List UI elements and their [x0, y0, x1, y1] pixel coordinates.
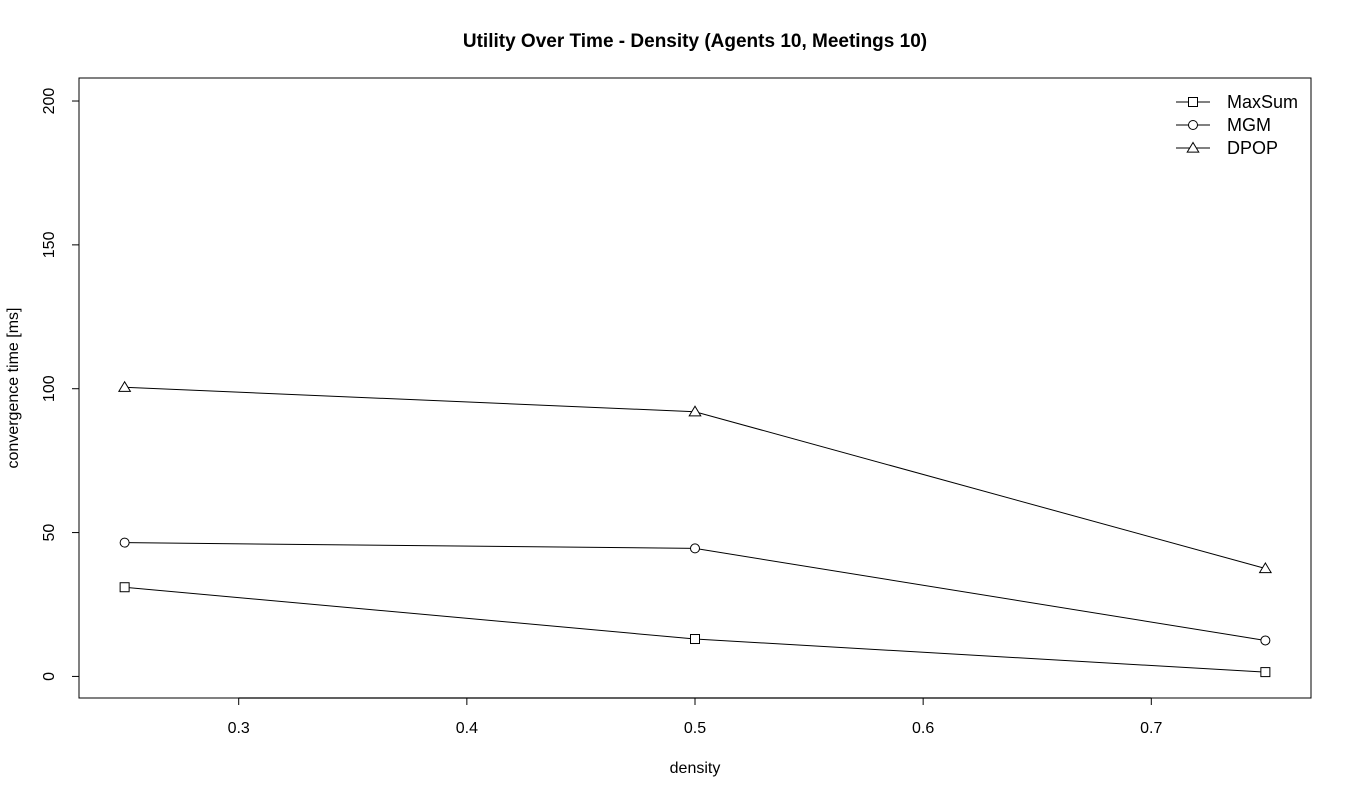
data-point-dpop [688, 405, 702, 417]
y-tick-label: 150 [41, 231, 58, 258]
legend: MaxSum MGM DPOP [1176, 92, 1298, 158]
data-point-maxsum [1260, 667, 1271, 678]
legend-marker-mgm [1188, 120, 1198, 130]
series-layer [117, 380, 1273, 678]
x-axis-label: density [670, 760, 721, 777]
data-point-maxsum [119, 582, 130, 593]
plot-frame [78, 77, 1312, 699]
x-tick-label: 0.3 [228, 720, 250, 737]
legend-marker-maxsum [1188, 97, 1198, 107]
legend-item-mgm: MGM [1176, 115, 1271, 135]
legend-label-mgm: MGM [1227, 115, 1271, 135]
x-tick-label: 0.4 [456, 720, 478, 737]
legend-item-maxsum: MaxSum [1176, 92, 1298, 112]
series-mgm [119, 537, 1271, 646]
y-axis-label: convergence time [ms] [5, 308, 22, 469]
y-tick-label: 200 [41, 88, 58, 115]
x-tick-label: 0.7 [1140, 720, 1162, 737]
series-line-maxsum [124, 586, 1266, 673]
y-tick-label: 50 [41, 524, 58, 542]
data-point-mgm [1260, 635, 1271, 646]
series-dpop [117, 380, 1273, 574]
x-axis: 0.3 0.4 0.5 0.6 0.7 [228, 697, 1163, 737]
x-tick-label: 0.6 [912, 720, 934, 737]
data-point-mgm [119, 537, 130, 548]
legend-marker-dpop [1186, 141, 1200, 153]
legend-label-dpop: DPOP [1227, 138, 1278, 158]
series-line-mgm [124, 542, 1266, 641]
data-point-dpop [1258, 562, 1273, 574]
data-point-mgm [690, 543, 700, 554]
y-axis: 0 50 100 150 200 [41, 88, 80, 681]
x-tick-label: 0.5 [684, 720, 706, 737]
chart-title: Utility Over Time - Density (Agents 10, … [463, 31, 927, 52]
data-point-maxsum [690, 634, 700, 645]
legend-item-dpop: DPOP [1176, 138, 1278, 158]
series-maxsum [119, 582, 1271, 678]
y-tick-label: 100 [41, 375, 58, 402]
y-tick-label: 0 [41, 672, 58, 681]
legend-label-maxsum: MaxSum [1227, 92, 1298, 112]
data-point-dpop [117, 380, 132, 392]
